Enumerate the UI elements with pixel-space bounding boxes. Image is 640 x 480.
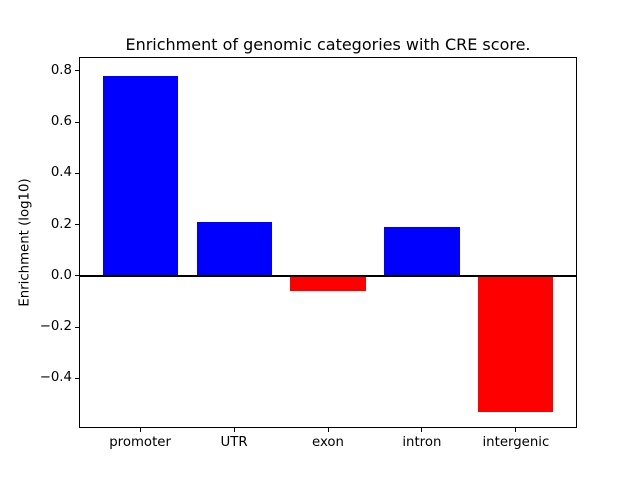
x-tick-label-promoter: promoter <box>109 435 171 450</box>
bar-intergenic <box>478 275 554 412</box>
x-tick-label-exon: exon <box>312 435 344 450</box>
y-tick-mark <box>75 377 79 379</box>
y-tick-mark <box>75 224 79 226</box>
y-tick-mark <box>75 326 79 328</box>
x-tick-mark <box>233 428 235 432</box>
x-tick-label-UTR: UTR <box>220 435 248 450</box>
y-tick-label: −0.2 <box>39 319 72 335</box>
y-tick-label: 0.4 <box>50 165 72 181</box>
y-tick-mark <box>75 172 79 174</box>
y-tick-label: 0.8 <box>50 62 72 78</box>
zero-line <box>80 274 576 277</box>
x-tick-label-intron: intron <box>402 435 442 450</box>
plot-area <box>79 57 577 428</box>
x-tick-label-intergenic: intergenic <box>482 435 550 450</box>
x-tick-mark <box>139 428 141 432</box>
y-tick-label: 0.0 <box>50 267 72 283</box>
y-tick-label: 0.2 <box>50 216 72 232</box>
y-tick-label: 0.6 <box>50 114 72 130</box>
chart-title: Enrichment of genomic categories with CR… <box>125 35 531 54</box>
bar-intron <box>384 227 460 276</box>
y-axis-label: Enrichment (log10) <box>17 178 33 307</box>
bar-exon <box>290 275 366 292</box>
y-tick-mark <box>75 275 79 277</box>
bar-UTR <box>196 222 272 276</box>
x-tick-mark <box>515 428 517 432</box>
x-tick-mark <box>327 428 329 432</box>
y-tick-label: −0.4 <box>39 370 72 386</box>
bar-promoter <box>102 75 178 276</box>
y-tick-mark <box>75 121 79 123</box>
x-tick-mark <box>421 428 423 432</box>
y-tick-mark <box>75 70 79 72</box>
